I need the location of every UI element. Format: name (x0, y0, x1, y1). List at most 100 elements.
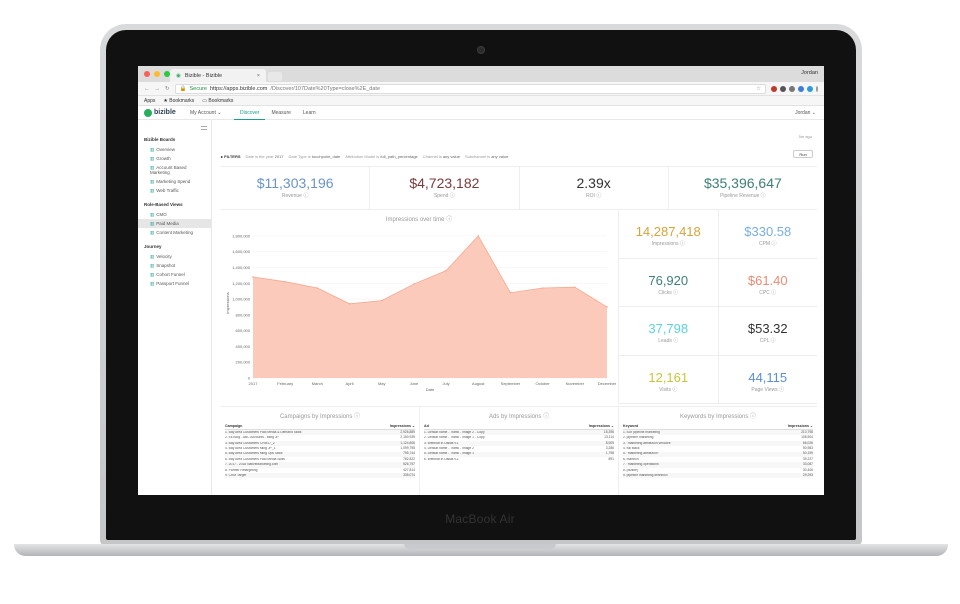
data-point[interactable] (477, 235, 480, 237)
info-icon[interactable]: ⓘ (673, 338, 679, 344)
info-icon[interactable]: ⓘ (771, 289, 777, 296)
close-tab-icon[interactable]: × (256, 72, 260, 79)
data-point[interactable] (445, 269, 447, 272)
data-point[interactable] (413, 283, 415, 285)
table-row[interactable]: 3. "marketing attribution vendors" 66,026 (623, 440, 813, 447)
bookmark-apps[interactable]: Apps (144, 97, 156, 104)
table-row[interactable]: 4. full stack 50,983 (623, 446, 813, 451)
gear-icon[interactable] (780, 85, 786, 92)
data-point[interactable] (348, 302, 351, 305)
data-point[interactable] (284, 280, 286, 283)
info-icon[interactable]: ⓘ (770, 338, 776, 344)
sidebar-item-cohort-funnel[interactable]: ▥ Cohort Funnel (138, 270, 211, 279)
table-row[interactable]: 5. Bay Area Customers Mktg Ops Skills 795… (225, 451, 415, 457)
url-field[interactable]: 🔒 Secure https://apps.bizible.com/Discov… (174, 83, 766, 94)
table-row[interactable]: 5. "marketing attribution" 50,199 (623, 451, 813, 457)
table-row[interactable]: 2. pipeline marketing 108,904 (623, 435, 813, 440)
maximize-window-button[interactable] (164, 71, 170, 77)
table-row[interactable]: 1. b2b pipeline marketing 210,798 (623, 430, 813, 436)
sidebar-item-growth[interactable]: ▥ Growth (138, 154, 211, 163)
table-row[interactable]: 3. Webinar in Dallas v.1 8,909 (424, 440, 614, 447)
info-icon[interactable]: ⓘ (596, 193, 602, 199)
sidebar-item-paid-media[interactable]: ▥ Paid Media (138, 219, 211, 228)
minimize-window-button[interactable] (154, 71, 160, 77)
back-icon[interactable]: ← (144, 85, 150, 92)
extension-icon[interactable] (798, 85, 804, 92)
table-row[interactable]: 2. Ek Blog - ABC Accounts - Mktg JP 2,150… (225, 435, 415, 440)
sidebar-item-passport-funnel[interactable]: ▥ Passport Funnel (138, 279, 211, 288)
reload-icon[interactable]: ↻ (165, 85, 170, 92)
column-header[interactable]: Impressions ⌄ (588, 424, 614, 428)
data-point[interactable] (316, 287, 319, 289)
table-row[interactable]: 3. Bay Area Customers CRM17_2 1,124,806 (225, 440, 415, 447)
new-tab-button[interactable] (268, 72, 282, 81)
info-icon[interactable]: ⓘ (672, 386, 678, 393)
tab-learn[interactable]: Learn (302, 109, 316, 116)
table-row[interactable]: 6. Webinar in Dallas v.2 891 (424, 457, 614, 462)
sidebar-item-web-traffic[interactable]: ▥ Web Traffic (138, 186, 211, 195)
account-menu[interactable]: My Account ⌄ (190, 109, 222, 116)
filter-chip[interactable]: Date Type is touchpoint_date (289, 154, 341, 159)
forward-icon[interactable]: → (154, 85, 161, 92)
extension-icon[interactable] (789, 85, 795, 92)
data-point[interactable] (380, 299, 383, 302)
sidebar-item-account-based-marketing[interactable]: ▥ Account Based Marketing (138, 163, 211, 177)
column-header[interactable]: Impressions ⌄ (389, 424, 415, 428)
table-row[interactable]: 7. 2017 - 2018 NativeMarketing.com 526,79… (225, 462, 415, 468)
filter-chip[interactable]: Channel is any value (423, 154, 460, 159)
table-row[interactable]: 9. pipeline marketing definition 29,293 (623, 473, 813, 479)
menu-icon[interactable] (816, 85, 818, 92)
info-icon[interactable]: ⓘ (750, 414, 757, 420)
info-icon[interactable]: ⓘ (543, 414, 550, 420)
sidebar-item-velocity[interactable]: ▥ Velocity (138, 252, 211, 261)
filters-toggle[interactable]: ▸ FILTERS (221, 153, 241, 159)
sidebar-item-overview[interactable]: ▥ Overview (138, 145, 211, 154)
user-menu[interactable]: Jordan ⌄ (795, 109, 816, 116)
table-row[interactable]: 8. [bizible] 30,406 (623, 468, 813, 473)
filter-chip[interactable]: Date is the year 2017 (246, 154, 284, 159)
table-row[interactable]: 4. Bay Area Customers Mktg JP_1 1,099,795 (225, 446, 415, 451)
browser-user[interactable]: Jordan (801, 70, 818, 76)
extension-icon[interactable] (771, 85, 777, 92)
table-row[interactable]: 6. Bay Area Customers Paid Media Skills 7… (225, 457, 415, 462)
column-header[interactable]: Impressions ⌄ (787, 424, 813, 428)
browser-tab[interactable]: ◉ Bizible - Bizible × (170, 69, 266, 82)
column-header[interactable]: Keyword (623, 424, 639, 428)
close-window-button[interactable] (144, 71, 150, 77)
info-icon[interactable]: ⓘ (771, 241, 777, 247)
table-row[interactable]: 4. Default name - Traffic - Image 2 3,286 (424, 446, 614, 451)
table-row[interactable]: 9. CRM Target 335,074 (225, 473, 415, 479)
table-row[interactable]: 1. Bay Area Customers Paid Media & Deman… (225, 430, 415, 436)
table-row[interactable]: 8. Partner Retargeting 427,814 (225, 468, 415, 473)
column-header[interactable]: Ad (424, 424, 429, 428)
sidebar-item-content-marketing[interactable]: ▥ Content Marketing (138, 228, 211, 237)
tab-measure[interactable]: Measure (271, 109, 291, 116)
info-icon[interactable]: ⓘ (779, 386, 785, 393)
filter-chip[interactable]: Subchannel is any value (465, 154, 508, 159)
tab-discover[interactable]: Discover (234, 106, 266, 120)
table-row[interactable]: 1. Default name - Traffic - Image 2 - Co… (424, 430, 614, 436)
sidebar-item-snapshot[interactable]: ▥ Snapshot (138, 261, 211, 270)
table-row[interactable]: 7. "marketing operations" 33,087 (623, 462, 813, 468)
info-icon[interactable]: ⓘ (303, 193, 309, 199)
data-point[interactable] (606, 306, 608, 308)
data-point[interactable] (252, 276, 254, 278)
run-button[interactable]: Run (793, 150, 813, 158)
info-icon[interactable]: ⓘ (354, 414, 361, 420)
info-icon[interactable]: ⓘ (449, 193, 455, 199)
info-icon[interactable]: ⓘ (673, 289, 679, 296)
data-point[interactable] (541, 287, 544, 289)
column-header[interactable]: Campaign (225, 424, 243, 428)
star-icon[interactable]: ☆ (756, 85, 761, 92)
bookmark-star[interactable]: ★ Bookmarks (163, 97, 195, 104)
table-row[interactable]: 6. martech 39,227 (623, 457, 813, 462)
filter-chip[interactable]: Attribution Model is full_path_percentag… (345, 154, 418, 159)
data-point[interactable] (509, 291, 512, 294)
sidebar-item-marketing-spend[interactable]: ▥ Marketing Spend (138, 177, 211, 186)
sidebar-item-cmo[interactable]: ▥ CMO (138, 210, 211, 219)
info-icon[interactable]: ⓘ (760, 193, 766, 199)
info-icon[interactable]: ⓘ (679, 241, 685, 247)
app-logo[interactable]: bizible (144, 108, 186, 117)
table-row[interactable]: 2. Default name - Traffic - Image 1 - Co… (424, 435, 614, 440)
data-point[interactable] (574, 286, 576, 289)
